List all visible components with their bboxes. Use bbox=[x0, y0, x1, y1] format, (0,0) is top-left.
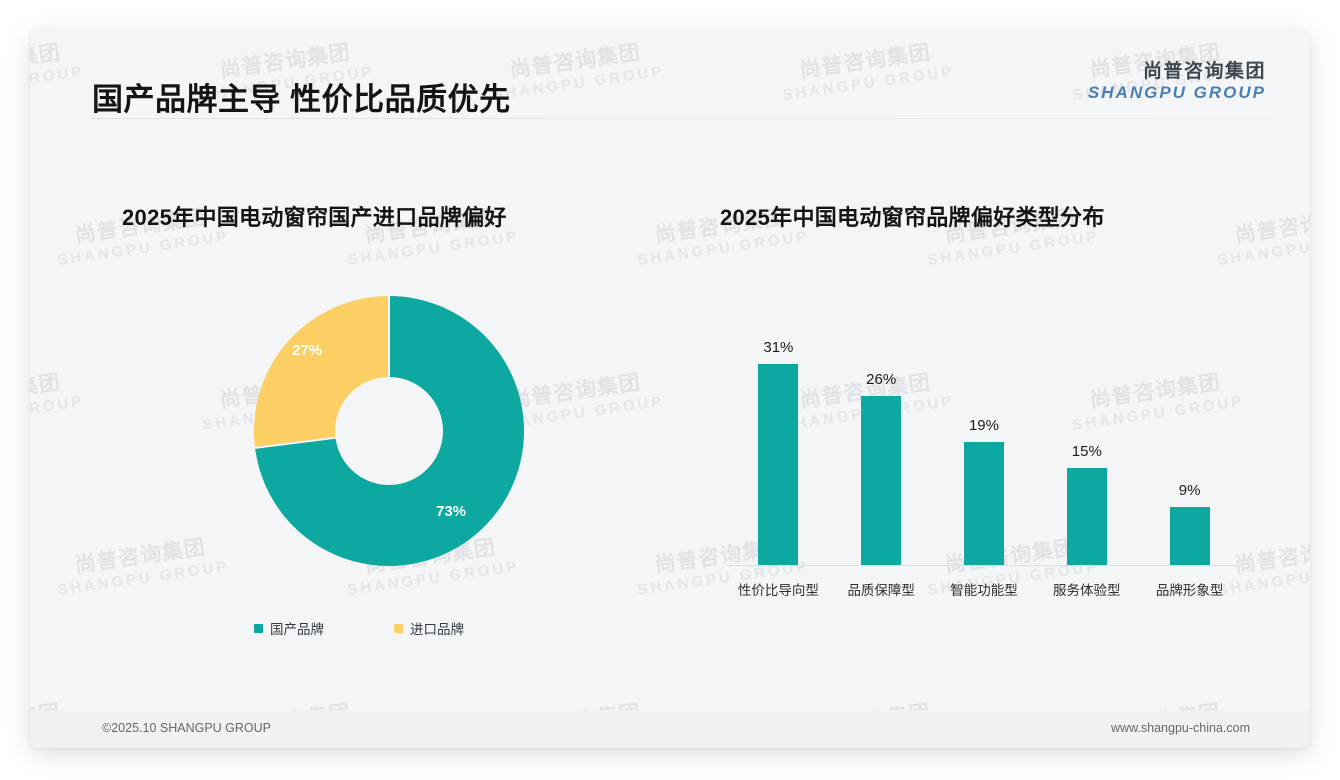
bar-value-label: 15% bbox=[1071, 442, 1102, 460]
bar-value-label: 9% bbox=[1178, 481, 1201, 499]
bar-chart-x-axis-labels: 性价比导向型 品质保障型 智能功能型 服务体验型 品牌形象型 bbox=[727, 579, 1241, 599]
bar-value-label: 31% bbox=[763, 338, 794, 356]
slide-footer: ©2025.10 SHANGPU GROUP www.shangpu-china… bbox=[30, 710, 1310, 748]
logo-chinese-text: 尚普咨询集团 bbox=[1142, 61, 1266, 82]
donut-slice-label-domestic: 73% bbox=[436, 503, 467, 520]
legend-swatch-yellow-icon bbox=[394, 623, 403, 633]
donut-gap-split bbox=[254, 436, 336, 449]
donut-ring bbox=[254, 296, 524, 566]
bar-chart-axis-line bbox=[727, 565, 1241, 566]
legend-swatch-teal-icon bbox=[254, 623, 263, 633]
legend-label-import: 进口品牌 bbox=[410, 622, 464, 637]
bar-rect[interactable] bbox=[1169, 506, 1210, 565]
charts-region: 2025年中国电动窗帘国产进口品牌偏好 73% 27% 国产品牌 进口品牌 20… bbox=[30, 30, 1310, 748]
bar-x-label: 品质保障型 bbox=[847, 583, 915, 598]
bar-chart-title: 2025年中国电动窗帘品牌偏好类型分布 bbox=[720, 205, 1105, 230]
legend-label-domestic: 国产品牌 bbox=[270, 622, 324, 637]
bar-column[interactable]: 31% bbox=[727, 310, 830, 565]
donut-chart-title: 2025年中国电动窗帘国产进口品牌偏好 bbox=[122, 205, 507, 230]
donut-gap-start bbox=[388, 296, 390, 377]
legend-item-import[interactable]: 进口品牌 bbox=[394, 618, 464, 638]
slide-header: 国产品牌主导 性价比品质优先 尚普咨询集团 SHANGPU GROUP bbox=[30, 30, 1310, 119]
bar-rect[interactable] bbox=[1066, 467, 1107, 565]
bar-rect[interactable] bbox=[861, 396, 902, 565]
logo-english-text: SHANGPU GROUP bbox=[1087, 82, 1266, 102]
bar-x-label: 性价比导向型 bbox=[737, 583, 819, 598]
bar-chart-plot: 31% 26% 19% 15% 9% bbox=[727, 310, 1241, 566]
bar-value-label: 19% bbox=[968, 416, 999, 434]
page-title: 国产品牌主导 性价比品质优先 bbox=[92, 82, 511, 117]
bar-column[interactable]: 19% bbox=[933, 310, 1036, 565]
donut-legend: 国产品牌 进口品牌 bbox=[254, 618, 534, 638]
brand-logo: 尚普咨询集团 SHANGPU GROUP bbox=[1087, 61, 1266, 103]
bar-column[interactable]: 15% bbox=[1035, 310, 1138, 565]
donut-slice-label-import: 27% bbox=[292, 342, 323, 359]
bar-x-label: 服务体验型 bbox=[1053, 583, 1121, 598]
bar-column[interactable]: 26% bbox=[830, 310, 933, 565]
bar-rect[interactable] bbox=[758, 363, 799, 565]
bar-column[interactable]: 9% bbox=[1138, 310, 1241, 565]
bar-x-label: 智能功能型 bbox=[950, 583, 1018, 598]
footer-copyright: ©2025.10 SHANGPU GROUP bbox=[102, 721, 271, 735]
bar-value-label: 26% bbox=[866, 371, 897, 388]
bar-x-label: 品牌形象型 bbox=[1155, 583, 1224, 598]
bar-rect[interactable] bbox=[963, 441, 1004, 565]
footer-website[interactable]: www.shangpu-china.com bbox=[1111, 721, 1250, 735]
donut-chart: 73% 27% bbox=[254, 296, 524, 566]
legend-item-domestic[interactable]: 国产品牌 bbox=[254, 618, 324, 638]
header-divider bbox=[92, 118, 1272, 119]
